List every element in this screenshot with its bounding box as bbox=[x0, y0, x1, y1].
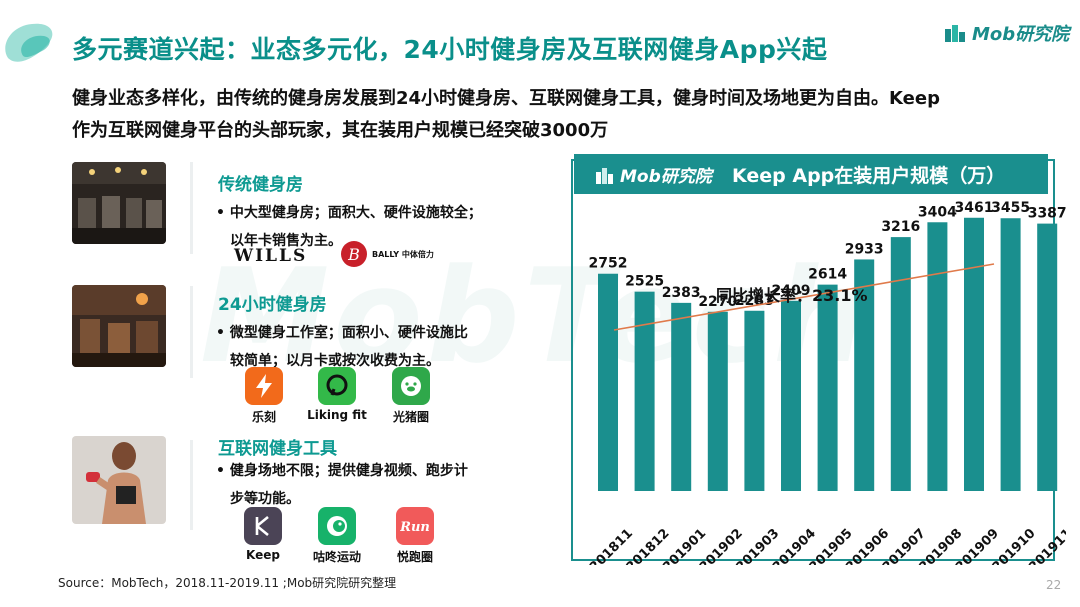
bar-201911 bbox=[1037, 223, 1058, 491]
section-title-internet: 互联网健身工具 bbox=[218, 439, 337, 459]
likingfit-app-icon bbox=[318, 367, 356, 405]
section-text-internet-1: • 健身场地不限；提供健身视频、跑步计 bbox=[216, 463, 468, 479]
bar-201811 bbox=[598, 273, 618, 491]
source-note: Source：MobTech，2018.11-2019.11 ;Mob研究院研究… bbox=[58, 576, 397, 590]
bar-value-label: 2283 bbox=[735, 293, 774, 309]
guangzhuquan-app-icon bbox=[392, 367, 430, 405]
bar-201902 bbox=[707, 311, 728, 491]
section-title-traditional: 传统健身房 bbox=[218, 175, 303, 195]
section-text-internet-2: 步等功能。 bbox=[230, 491, 300, 507]
likingfit-app-label: Liking fit bbox=[307, 408, 367, 422]
bar-201906 bbox=[854, 259, 875, 491]
section-text-24h-1: • 微型健身工作室；面积小、硬件设施比 bbox=[216, 325, 468, 341]
brand-text: Mob研究院 bbox=[972, 24, 1070, 45]
wills-logo: WILLS bbox=[234, 246, 308, 266]
bar-value-label: 3404 bbox=[918, 204, 957, 220]
divider bbox=[190, 286, 193, 378]
bar-201904 bbox=[781, 300, 801, 491]
keep-app-icon bbox=[244, 507, 282, 545]
section-text-traditional-2: 以年卡销售为主。 bbox=[230, 233, 342, 249]
bar-value-label: 2383 bbox=[662, 285, 701, 301]
page-title: 多元赛道兴起：业态多元化，24小时健身房及互联网健身App兴起 bbox=[72, 35, 828, 64]
bar-value-label: 3387 bbox=[1028, 206, 1066, 222]
bar-value-label: 3216 bbox=[881, 219, 920, 235]
bar-value-label: 2933 bbox=[845, 241, 884, 257]
chart-title: Keep App在装用户规模（万） bbox=[732, 164, 1005, 187]
bar-value-label: 2270 bbox=[698, 294, 737, 310]
chart-title-bar bbox=[574, 154, 1048, 194]
leke-app-label: 乐刻 bbox=[251, 410, 276, 424]
brand-icon bbox=[945, 25, 965, 42]
24h-gym-photo bbox=[72, 285, 166, 367]
bally-icon: B bbox=[341, 241, 367, 267]
bar-value-label: 2409 bbox=[772, 283, 811, 299]
brand-logo: Mob研究院 bbox=[944, 20, 1069, 46]
leke-app-icon bbox=[245, 367, 283, 405]
bar-201905 bbox=[817, 284, 838, 491]
bar-201908 bbox=[927, 222, 948, 491]
chart-brand-text: Mob研究院 bbox=[620, 167, 715, 187]
bar-value-label: 2614 bbox=[808, 267, 847, 283]
keep-app-label: Keep bbox=[246, 548, 280, 562]
bar-201901 bbox=[671, 302, 692, 491]
bar-value-label: 2752 bbox=[589, 256, 628, 272]
growth-arrow bbox=[613, 263, 995, 331]
page-number: 22 bbox=[1046, 578, 1062, 592]
chart-brand bbox=[596, 168, 613, 184]
divider bbox=[190, 162, 193, 254]
bar-201909 bbox=[964, 217, 984, 491]
chart-canvas: Mob研究院 Keep App在装用户规模（万） 2752 25252383227… bbox=[571, 154, 1075, 575]
bar-value-label: 3455 bbox=[991, 200, 1030, 216]
growth-annotation: 同比增长率：23.1% bbox=[716, 286, 868, 305]
section-title-24h: 24小时健身房 bbox=[218, 295, 327, 315]
joyrun-app-icon: Run bbox=[396, 507, 434, 545]
internet-fitness-photo bbox=[72, 436, 166, 524]
bar-201907 bbox=[890, 237, 911, 491]
guangzhuquan-app-label: 光猪圈 bbox=[392, 410, 429, 424]
subtitle-line-2: 作为互联网健身平台的头部玩家，其在装用户规模已经突破3000万 bbox=[72, 120, 609, 141]
bar-201910 bbox=[1000, 218, 1021, 491]
codoon-app-label: 咕咚运动 bbox=[312, 550, 361, 564]
subtitle-line-1: 健身业态多样化，由传统的健身房发展到24小时健身房、互联网健身工具，健身时间及场… bbox=[72, 88, 940, 109]
header-decoration bbox=[5, 23, 53, 62]
traditional-gym-photo bbox=[72, 162, 166, 244]
codoon-app-icon bbox=[318, 507, 356, 545]
bar-201812 bbox=[634, 291, 655, 491]
svg-text:Run: Run bbox=[400, 520, 430, 535]
divider bbox=[190, 440, 193, 530]
section-text-24h-2: 较简单；以月卡或按次收费为主。 bbox=[230, 353, 440, 369]
svg-text:B: B bbox=[347, 245, 360, 264]
bar-value-label: 2525 bbox=[625, 274, 664, 290]
bally-logo: B BALLY 中体倍力 bbox=[340, 240, 434, 268]
bar-201903 bbox=[744, 310, 765, 491]
keep-users-chart: Mob研究院 Keep App在装用户规模（万） 2752 2525 2383 227… bbox=[566, 150, 1075, 575]
bally-logo-text: BALLY 中体倍力 bbox=[372, 249, 434, 259]
joyrun-app-label: 悦跑圈 bbox=[396, 550, 433, 564]
section-text-traditional-1: • 中大型健身房；面积大、硬件设施较全； bbox=[216, 205, 482, 221]
bar-value-label: 3461 bbox=[955, 200, 994, 216]
